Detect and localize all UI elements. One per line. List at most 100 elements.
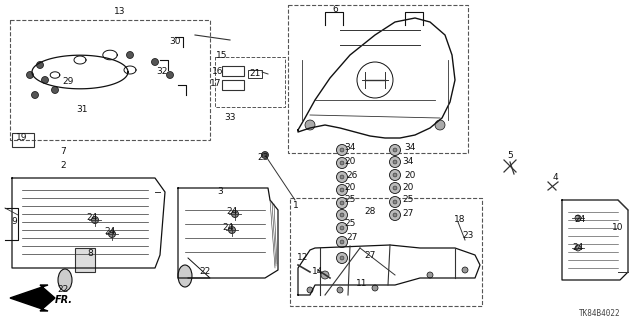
Text: 10: 10 [612,223,624,233]
Text: 24: 24 [574,215,586,225]
Circle shape [337,236,348,247]
Circle shape [340,213,344,217]
Text: 25: 25 [403,196,413,204]
Circle shape [340,256,344,260]
Circle shape [337,197,348,209]
Circle shape [393,200,397,204]
Bar [290,198,482,306]
Circle shape [393,186,397,190]
Circle shape [42,76,49,84]
Circle shape [390,170,401,180]
Circle shape [393,173,397,177]
Bar [248,70,262,78]
Text: 24: 24 [227,207,237,217]
Text: 18: 18 [454,215,466,225]
Circle shape [337,287,343,293]
Text: TK84B4022: TK84B4022 [579,308,621,317]
Text: 20: 20 [344,182,356,191]
Text: 24: 24 [572,244,584,252]
Text: 25: 25 [344,220,356,228]
Bar [222,66,244,76]
Text: 5: 5 [507,150,513,159]
Circle shape [31,92,38,99]
Text: 6: 6 [332,5,338,14]
Circle shape [390,210,401,220]
Polygon shape [10,285,55,311]
Bar [12,133,34,147]
Circle shape [127,52,134,59]
Text: 22: 22 [200,268,211,276]
Circle shape [340,201,344,205]
Circle shape [26,71,33,78]
Circle shape [321,271,329,279]
Circle shape [337,157,348,169]
Text: 14: 14 [312,268,324,276]
Bar [10,20,210,140]
Text: 1: 1 [293,201,299,210]
Text: FR.: FR. [55,295,73,305]
Circle shape [92,217,99,223]
Text: 4: 4 [552,173,558,182]
Text: 20: 20 [404,171,416,180]
Text: 8: 8 [87,249,93,258]
Text: 34: 34 [403,157,413,166]
Text: 22: 22 [58,284,68,293]
Circle shape [575,215,581,221]
Ellipse shape [178,265,192,287]
Text: 7: 7 [60,148,66,156]
Text: 24: 24 [104,228,116,236]
Circle shape [337,185,348,196]
Text: 33: 33 [224,113,236,122]
Text: 25: 25 [344,196,356,204]
Text: 27: 27 [346,233,358,242]
Text: 26: 26 [346,171,358,180]
Circle shape [337,145,348,156]
Text: 27: 27 [403,210,413,219]
Circle shape [340,161,344,165]
Circle shape [152,59,159,66]
Circle shape [337,252,348,263]
Circle shape [166,71,173,78]
Circle shape [228,227,236,234]
Circle shape [340,148,344,152]
Text: 27: 27 [364,252,376,260]
Text: 23: 23 [257,154,269,163]
Text: 16: 16 [212,68,224,76]
Circle shape [390,145,401,156]
Text: 24: 24 [222,223,234,233]
Circle shape [337,172,348,182]
Circle shape [340,226,344,230]
Circle shape [232,211,239,218]
Text: 31: 31 [76,106,88,115]
Circle shape [427,272,433,278]
Text: 11: 11 [356,279,368,289]
Circle shape [393,160,397,164]
Circle shape [390,196,401,207]
Circle shape [372,285,378,291]
Text: 3: 3 [217,188,223,196]
Text: 24: 24 [86,213,98,222]
Circle shape [305,120,315,130]
Circle shape [390,182,401,194]
Bar [215,57,285,107]
Text: 19: 19 [16,133,28,142]
Text: 15: 15 [216,52,228,60]
Text: 12: 12 [298,253,308,262]
Circle shape [340,240,344,244]
Circle shape [393,148,397,152]
Circle shape [340,175,344,179]
Text: 29: 29 [62,77,74,86]
Text: 32: 32 [156,68,168,76]
Circle shape [262,151,269,158]
Text: 20: 20 [403,182,413,191]
Text: 13: 13 [115,7,125,17]
Circle shape [393,213,397,217]
Circle shape [337,210,348,220]
Circle shape [390,156,401,167]
Circle shape [462,267,468,273]
Ellipse shape [58,269,72,291]
Circle shape [109,230,115,237]
Circle shape [36,61,44,68]
Bar [222,80,244,90]
Text: 21: 21 [250,68,260,77]
